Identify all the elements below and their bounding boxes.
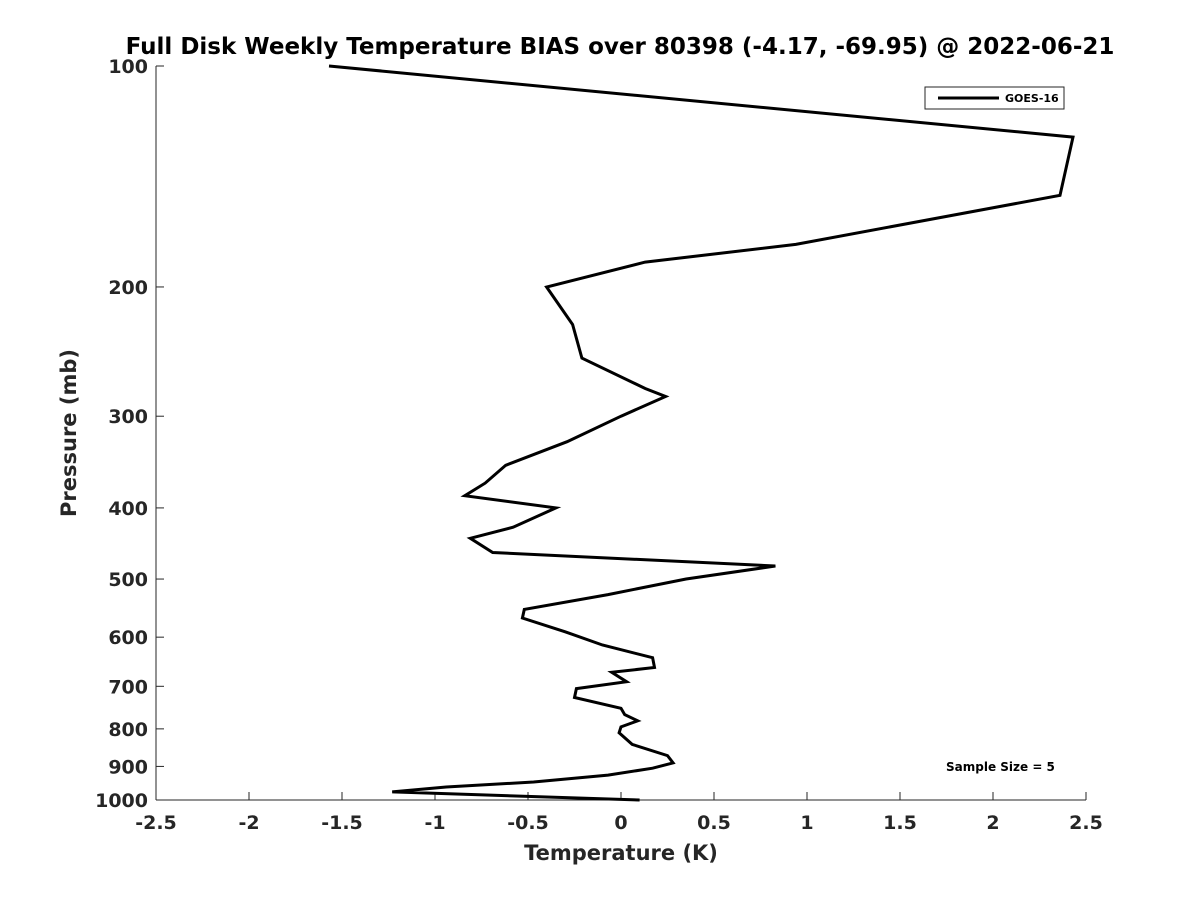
x-tick-label: -1 [424,812,445,834]
x-tick-label: 0.5 [697,812,731,834]
y-tick-label: 800 [108,719,148,741]
y-tick-label: 500 [108,569,148,591]
x-tick-label: -2.5 [135,812,177,834]
y-axis-ticks: 100 200 300 400 500 600 700 800 900 1000 [95,56,164,812]
y-tick-label: 400 [108,498,148,520]
chart-title: Full Disk Weekly Temperature BIAS over 8… [126,34,1115,60]
x-tick-label: 1 [800,812,813,834]
x-tick-label: -2 [238,812,259,834]
x-axis-ticks: -2.5 -2 -1.5 -1 -0.5 0 0.5 1 1.5 2 2.5 [135,792,1103,834]
x-tick-label: 2 [986,812,999,834]
y-tick-label: 700 [108,676,148,698]
x-tick-label: 0 [614,812,627,834]
y-tick-label: 1000 [95,790,148,812]
y-tick-label: 200 [108,277,148,299]
y-tick-label: 100 [108,56,148,78]
y-tick-label: 300 [108,406,148,428]
x-tick-label: 1.5 [883,812,917,834]
legend: GOES-16 [924,86,1065,110]
x-tick-label: -1.5 [321,812,363,834]
sample-size-annotation: Sample Size = 5 [946,760,1055,774]
y-tick-label: 900 [108,756,148,778]
y-tick-label: 600 [108,627,148,649]
x-tick-label: -0.5 [507,812,549,834]
legend-label-goes-16: GOES-16 [1005,92,1059,105]
x-tick-label: 2.5 [1069,812,1103,834]
x-axis-label: Temperature (K) [524,841,718,865]
series-line-goes-16 [328,64,1075,802]
series-layer [328,64,1075,802]
y-axis-label: Pressure (mb) [57,349,81,517]
